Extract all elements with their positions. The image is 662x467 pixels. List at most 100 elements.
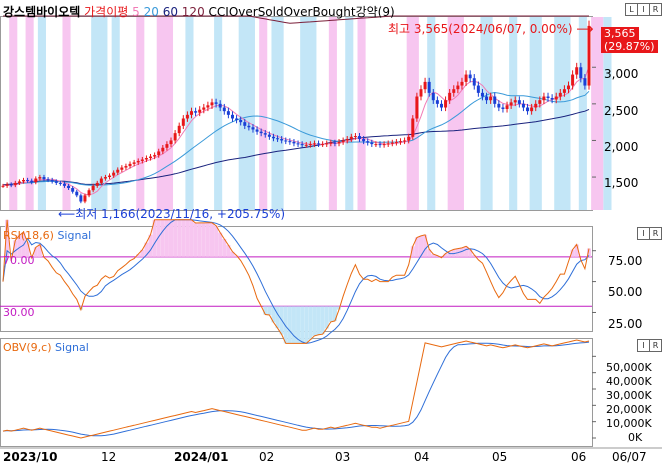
candle-body	[317, 143, 321, 145]
rsi-level-70: 70.00	[3, 254, 35, 267]
rsi-overbought-fill	[160, 219, 165, 257]
rsi-overbought-fill	[418, 235, 423, 257]
candle-body	[349, 136, 353, 139]
candle-body	[54, 181, 58, 183]
candle-body	[173, 133, 177, 141]
rsi-panel-info-button[interactable]: I	[637, 227, 650, 240]
cci-band	[427, 17, 436, 210]
candle-body	[308, 144, 312, 146]
candle-body	[165, 144, 169, 148]
candle-body	[321, 144, 325, 146]
obv-panel-right-button[interactable]: R	[649, 339, 662, 352]
cci-band	[9, 17, 18, 210]
rsi-overbought-fill	[156, 219, 161, 257]
candle-body	[1, 185, 5, 187]
panel-right-button[interactable]: R	[649, 3, 662, 16]
ma-60-line	[2, 108, 590, 186]
rsi-title: RSI(18,6) Signal	[3, 229, 91, 242]
ma-20-label[interactable]: 20	[143, 5, 159, 19]
candle-body	[554, 96, 558, 100]
candle-body	[292, 141, 296, 144]
candle-body	[5, 184, 9, 186]
rsi-panel-right-button[interactable]: R	[649, 227, 662, 240]
candle-body	[259, 131, 263, 134]
candle-body	[456, 85, 460, 90]
rsi-overbought-fill	[181, 219, 186, 257]
candle-body	[34, 178, 38, 183]
rsi-overbought-fill	[136, 254, 141, 257]
cci-band	[300, 17, 317, 210]
panel-left-button[interactable]: L	[625, 3, 638, 16]
candle-body	[284, 140, 288, 142]
candle-body	[9, 184, 13, 186]
rsi-overbought-fill	[222, 239, 227, 257]
candle-body	[75, 191, 79, 196]
ma-mode-label[interactable]: 가격이평	[84, 5, 129, 19]
candle-body	[329, 142, 333, 144]
candle-body	[480, 92, 484, 97]
obv-tick-10000k: 10,000K	[606, 417, 652, 430]
x-label-2024-01: 2024/01	[174, 450, 229, 464]
candle-body	[58, 182, 62, 184]
candle-body	[153, 155, 157, 157]
candle-body	[526, 107, 530, 112]
candle-body	[476, 85, 480, 93]
candle-body	[218, 103, 222, 108]
candle-body	[251, 127, 255, 130]
ma-5-label[interactable]: 5	[132, 5, 140, 19]
rsi-overbought-fill	[201, 222, 206, 257]
cci-band	[25, 17, 34, 210]
rsi-overbought-fill	[169, 219, 174, 257]
candle-body	[288, 141, 292, 143]
candle-body	[386, 143, 390, 145]
candle-body	[136, 160, 140, 163]
candle-body	[558, 92, 562, 97]
candle-body	[378, 144, 382, 146]
rsi-signal-line	[2, 219, 590, 344]
cci-band	[554, 17, 571, 210]
rsi-title-label: RSI(18,6)	[3, 229, 54, 242]
candle-body	[550, 97, 554, 100]
candle-body	[382, 144, 386, 146]
candle-body	[190, 111, 194, 115]
obv-line	[2, 339, 590, 439]
rsi-overbought-fill	[152, 219, 157, 257]
candle-body	[95, 182, 99, 186]
candle-body	[444, 100, 448, 108]
candle-body	[407, 136, 411, 141]
price-panel-frame	[0, 16, 593, 211]
rsi-overbought-fill	[189, 219, 194, 257]
ma-120-label[interactable]: 120	[181, 5, 205, 19]
cci-band	[591, 17, 604, 210]
candle-body	[575, 67, 579, 75]
candle-body	[132, 162, 136, 164]
cci-band	[214, 17, 223, 210]
candle-body	[230, 114, 234, 119]
indicator-label[interactable]: CCIOverSoldOverBought강약(9)	[208, 5, 395, 19]
candle-body	[493, 96, 497, 104]
candle-body	[128, 163, 132, 167]
rsi-overbought-fill	[459, 247, 464, 257]
candle-body	[112, 172, 116, 176]
cci-band	[37, 17, 46, 210]
candle-body	[149, 156, 153, 159]
x-label-04: 04	[414, 450, 430, 464]
cci-band	[238, 17, 255, 210]
ma-60-label[interactable]: 60	[162, 5, 178, 19]
rsi-overbought-fill	[570, 249, 575, 257]
high-annotation: 최고 3,565(2024/06/07, 0.00%) ⟶	[388, 20, 594, 37]
rsi-overbought-fill	[587, 248, 591, 257]
obv-tick-50000k: 50,000K	[606, 361, 652, 374]
candle-body	[71, 188, 75, 192]
candle-body	[423, 81, 427, 90]
rsi-line	[2, 219, 590, 344]
candle-body	[546, 96, 550, 98]
candle-body	[280, 138, 284, 141]
rsi-overbought-fill	[435, 255, 440, 257]
candle-body	[50, 179, 54, 182]
obv-tick-30000k: 30,000K	[606, 389, 652, 402]
candle-body	[271, 136, 275, 139]
rsi-overbought-fill	[148, 234, 153, 257]
stock-name[interactable]: 강스템바이오텍	[3, 5, 81, 19]
